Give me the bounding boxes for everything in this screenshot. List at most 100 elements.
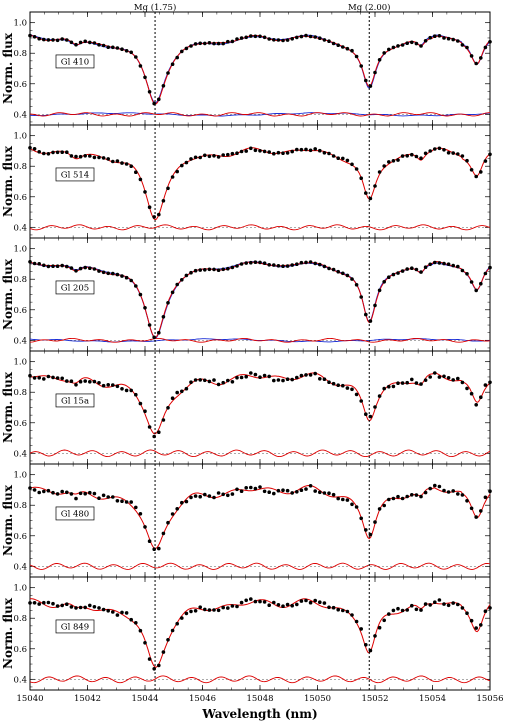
panel-gl-514: 0.4 0.6 0.8 1.0 Gl 514 Norm. flux <box>1 124 492 239</box>
observed-point <box>308 484 313 488</box>
observed-point <box>276 378 281 382</box>
observed-point <box>456 376 460 381</box>
observed-point <box>281 38 285 43</box>
observed-point <box>451 263 456 268</box>
observed-point <box>474 515 479 519</box>
observed-point <box>97 269 101 273</box>
x-tick-label: 15040 <box>16 694 43 704</box>
observed-point <box>143 190 147 194</box>
observed-point <box>341 383 345 388</box>
observed-point <box>203 378 207 383</box>
observed-point <box>60 37 64 41</box>
observed-point <box>359 516 364 521</box>
x-tick-label: 15048 <box>246 694 273 704</box>
observed-point <box>405 41 410 45</box>
observed-point <box>295 262 299 267</box>
observed-point <box>442 36 446 40</box>
y-tick-label: 0.6 <box>13 193 27 203</box>
observed-point <box>327 151 331 156</box>
panel-frame <box>29 11 491 126</box>
observed-point <box>203 41 207 46</box>
observed-point <box>69 266 74 270</box>
observed-point <box>488 265 492 270</box>
observed-point <box>295 602 299 607</box>
observed-point <box>428 375 433 379</box>
residual-curve-red <box>29 675 491 684</box>
observed-point <box>359 295 364 299</box>
observed-point <box>318 377 322 381</box>
observed-point <box>189 157 193 161</box>
observed-point <box>230 604 235 608</box>
observed-point <box>469 618 474 623</box>
observed-point <box>423 39 428 43</box>
observed-point <box>313 371 318 376</box>
observed-point <box>318 262 322 267</box>
observed-point <box>37 150 41 154</box>
observed-point <box>83 491 87 496</box>
observed-point <box>331 154 336 158</box>
observed-point <box>396 44 400 48</box>
observed-point <box>322 264 327 269</box>
observed-point <box>32 488 37 492</box>
observed-point <box>290 263 295 267</box>
observed-point <box>433 483 437 488</box>
observed-point <box>488 380 492 385</box>
observed-point <box>189 270 193 275</box>
star-label: Gl 849 <box>61 622 89 632</box>
observed-point <box>120 499 124 504</box>
residual-curve-red <box>29 224 491 231</box>
observed-point <box>290 603 295 608</box>
observed-point <box>42 263 46 268</box>
observed-point <box>74 383 78 387</box>
observed-point <box>391 608 396 613</box>
observed-point <box>400 608 405 613</box>
observed-point <box>180 389 184 394</box>
observed-point <box>304 373 308 377</box>
observed-point <box>327 491 331 496</box>
observed-point <box>180 616 184 620</box>
observed-point <box>37 36 41 41</box>
observed-point <box>285 264 290 268</box>
observed-point <box>244 486 248 490</box>
observed-point <box>414 493 419 497</box>
observed-point <box>488 40 492 44</box>
observed-point <box>69 154 74 158</box>
observed-point <box>262 373 267 378</box>
panel-frame <box>29 576 491 691</box>
observed-point <box>235 487 239 492</box>
observed-point <box>46 488 51 493</box>
observed-point <box>479 395 483 400</box>
observed-point <box>65 490 69 495</box>
observed-point <box>193 494 198 498</box>
observed-point <box>51 375 55 380</box>
panel-frame <box>29 237 491 352</box>
observed-point <box>115 46 120 50</box>
x-tick-label: 15054 <box>419 694 446 704</box>
observed-point <box>272 600 276 605</box>
observed-point <box>78 40 83 45</box>
observed-point <box>442 148 446 152</box>
observed-point <box>456 152 460 156</box>
observed-point <box>308 260 313 264</box>
observed-point <box>42 151 46 156</box>
observed-point <box>377 58 382 62</box>
observed-point <box>308 600 313 605</box>
observed-point <box>290 377 295 382</box>
observed-point <box>474 403 479 407</box>
observed-point <box>244 261 248 265</box>
observed-point <box>373 634 377 638</box>
observed-point <box>322 38 327 42</box>
observed-point <box>433 260 437 265</box>
observed-point <box>451 489 456 493</box>
observed-point <box>364 191 368 195</box>
observed-point <box>212 608 216 612</box>
observed-point <box>262 600 267 604</box>
observed-point <box>46 374 51 379</box>
observed-point <box>129 164 133 168</box>
y-tick-label: 0.8 <box>13 275 27 285</box>
x-tick-label: 15046 <box>189 694 216 704</box>
observed-point <box>313 261 318 266</box>
y-tick-label: 0.8 <box>13 501 27 511</box>
observed-point <box>364 528 368 532</box>
observed-point <box>460 606 465 610</box>
